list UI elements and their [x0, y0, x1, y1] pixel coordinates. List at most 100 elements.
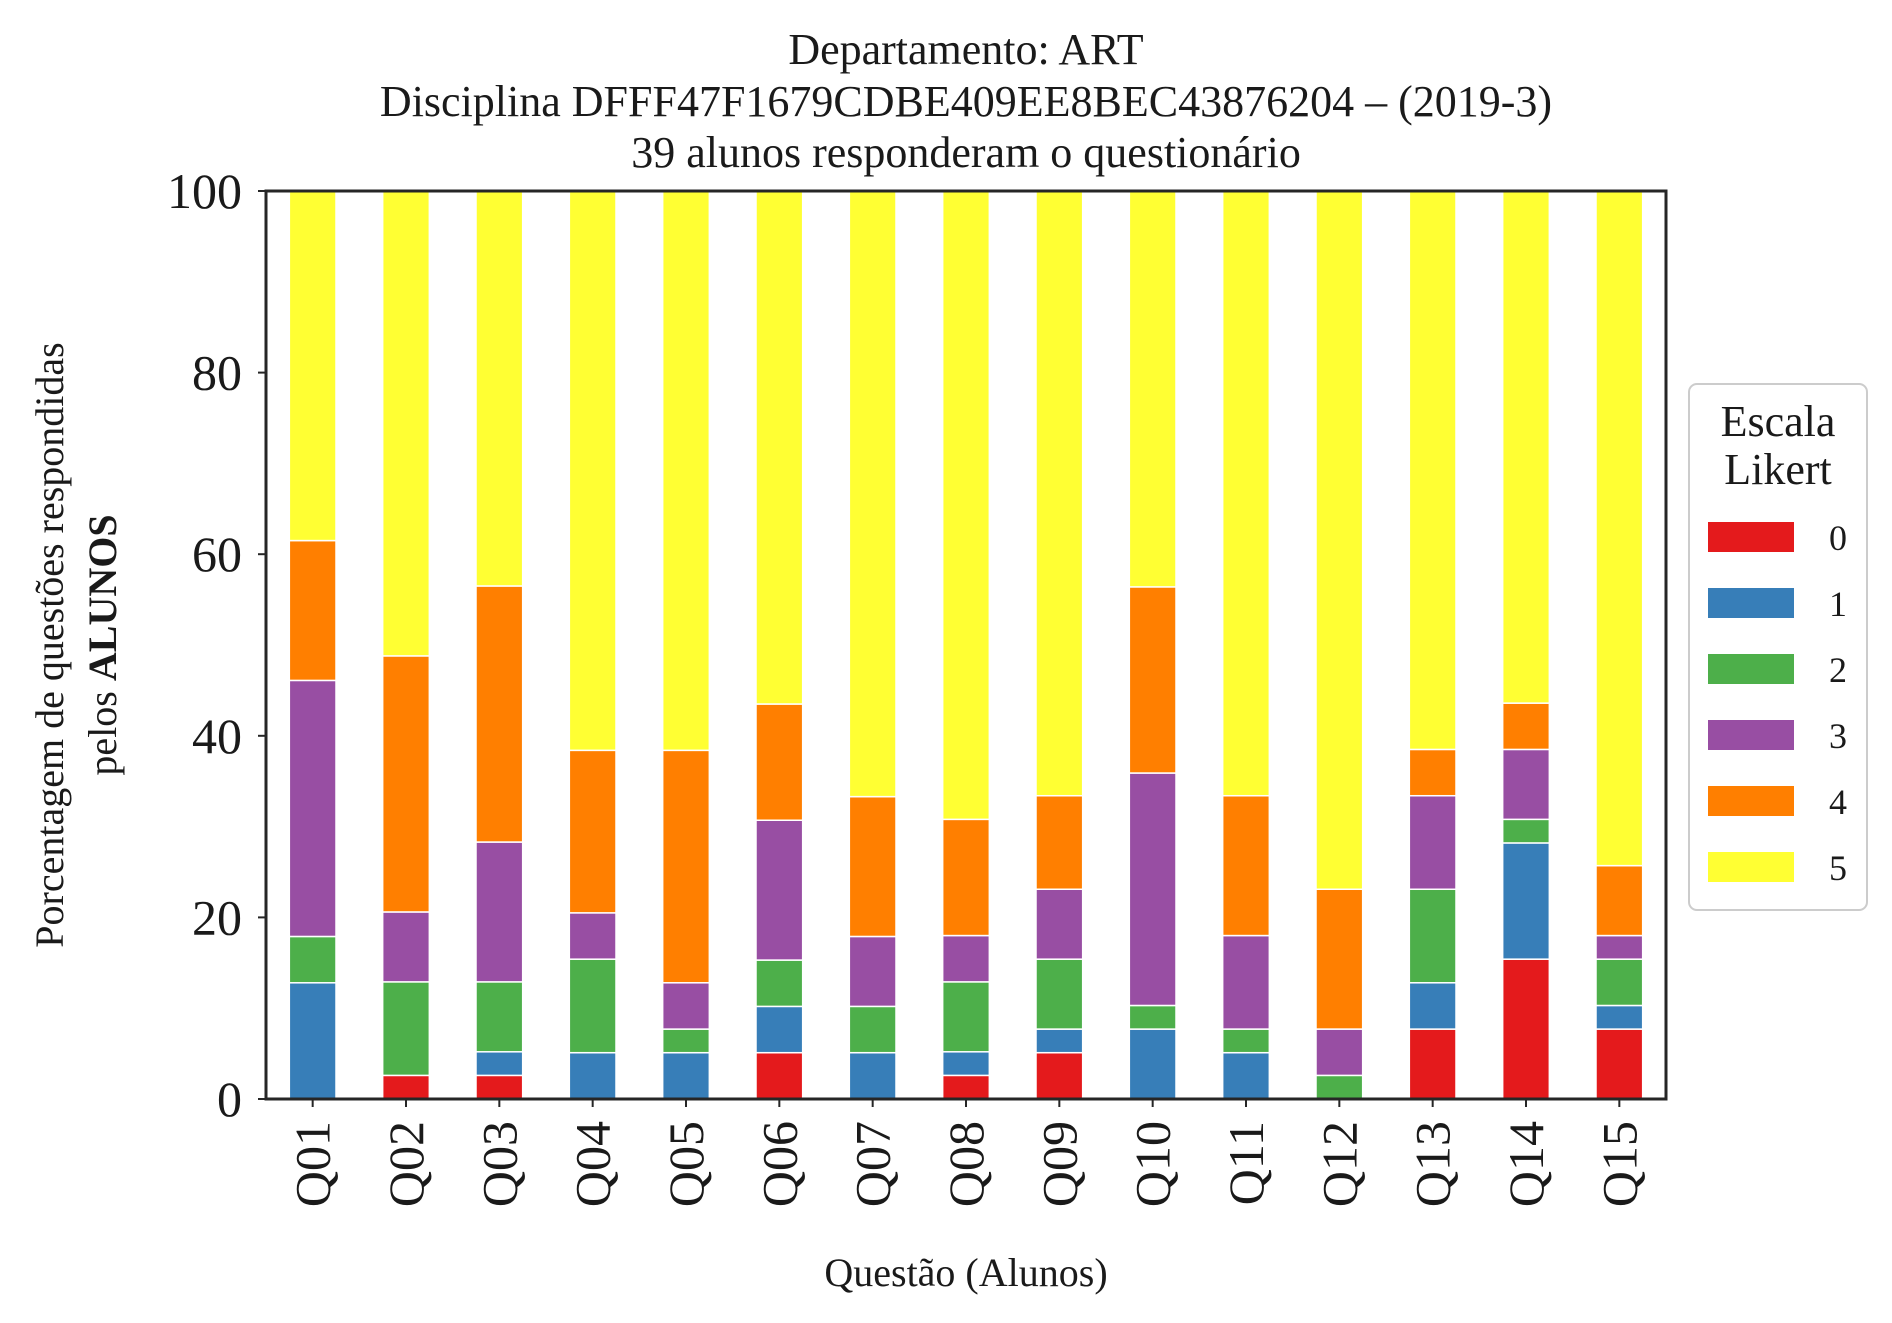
- bar-segment-q08-scale-3: [941, 934, 991, 983]
- x-tick-label-q10: Q10: [1125, 1121, 1181, 1207]
- bar-segment-q03-scale-0: [475, 1074, 524, 1100]
- bar-segment-q10-scale-1: [1128, 1028, 1177, 1100]
- bar-segment-q04-scale-1: [568, 1051, 617, 1100]
- bar-segment-q07-scale-3: [848, 935, 897, 1008]
- y-axis-label-prefix: pelos: [80, 681, 125, 775]
- x-axis-ticks: Q01 Q02 Q03 Q04 Q05 Q06 Q07 Q08 Q09 Q10 Q11 Q12 Q13 Q…: [285, 1099, 1647, 1207]
- bar-segment-q01-scale-2: [288, 935, 337, 984]
- bar-segment-q11-scale-1: [1221, 1051, 1271, 1100]
- bar-segment-q02-scale-5: [381, 190, 431, 657]
- bar-segment-q08-scale-2: [941, 981, 991, 1053]
- bar-segment-q13-scale-5: [1408, 190, 1457, 751]
- bar-segment-q03-scale-4: [475, 585, 524, 843]
- x-tick-label-q11: Q11: [1218, 1121, 1274, 1205]
- bar-segment-q10-scale-4: [1128, 586, 1177, 774]
- bar-segment-q14-scale-0: [1501, 958, 1551, 1100]
- bar-segment-q08-scale-0: [941, 1074, 991, 1100]
- y-tick-label-20: 20: [192, 889, 242, 945]
- bar-segment-q02-scale-4: [381, 655, 431, 913]
- bar-segment-q02-scale-3: [381, 911, 431, 983]
- bar-segment-q07-scale-5: [848, 190, 897, 798]
- legend-box: [1688, 383, 1868, 911]
- bar-segment-q15-scale-0: [1595, 1028, 1644, 1100]
- legend-title-line-1: Escala: [1721, 397, 1836, 446]
- bar-segment-q02-scale-2: [381, 981, 431, 1077]
- x-tick-label-q03: Q03: [471, 1121, 527, 1207]
- bar-segment-q10-scale-5: [1128, 190, 1177, 588]
- legend-label-1: 1: [1829, 584, 1847, 624]
- legend-label-5: 5: [1829, 848, 1847, 888]
- bar-segment-q15-scale-2: [1595, 958, 1644, 1007]
- bar-segment-q07-scale-1: [848, 1051, 897, 1100]
- bar-segment-q03-scale-2: [475, 981, 524, 1053]
- y-axis-label-line-1: Porcentagem de questões respondidas: [27, 342, 72, 947]
- x-tick-label-q04: Q04: [565, 1121, 621, 1207]
- legend-swatch-3: [1708, 720, 1794, 750]
- bar-segment-q09-scale-3: [1035, 888, 1084, 960]
- legend-swatch-2: [1708, 654, 1794, 684]
- bar-segment-q09-scale-0: [1035, 1051, 1084, 1100]
- legend-label-3: 3: [1829, 716, 1847, 756]
- bar-segment-q14-scale-5: [1501, 190, 1551, 704]
- bar-segment-q04-scale-5: [568, 190, 617, 752]
- x-axis-label: Questão (Alunos): [824, 1250, 1107, 1295]
- bar-segment-q05-scale-3: [661, 982, 711, 1030]
- bar-segment-q15-scale-4: [1595, 864, 1644, 937]
- bar-segment-q05-scale-4: [661, 749, 711, 984]
- bar-segment-q11-scale-2: [1221, 1028, 1271, 1054]
- bar-segment-q03-scale-5: [475, 190, 524, 587]
- bar-segment-q14-scale-4: [1501, 702, 1551, 751]
- bar-segment-q09-scale-1: [1035, 1028, 1084, 1054]
- legend-swatch-1: [1708, 588, 1794, 618]
- bar-segment-q11-scale-3: [1221, 934, 1271, 1030]
- bar-segment-q13-scale-0: [1408, 1028, 1457, 1100]
- bar-segment-q10-scale-3: [1128, 772, 1177, 1007]
- bar-segment-q04-scale-4: [568, 749, 617, 914]
- bar-segment-q06-scale-5: [755, 190, 804, 705]
- bar-segment-q12-scale-2: [1315, 1074, 1364, 1100]
- x-tick-label-q08: Q08: [938, 1121, 994, 1207]
- bar-segment-q07-scale-4: [848, 795, 897, 938]
- bar-segment-q09-scale-2: [1035, 958, 1084, 1030]
- bar-segment-q11-scale-5: [1221, 190, 1271, 797]
- bar-segment-q15-scale-3: [1595, 934, 1644, 960]
- x-tick-label-q01: Q01: [285, 1121, 341, 1207]
- bar-segment-q01-scale-5: [288, 190, 337, 542]
- bar-segment-q05-scale-5: [661, 190, 711, 752]
- bar-segment-q05-scale-2: [661, 1028, 711, 1054]
- bar-segment-q11-scale-4: [1221, 794, 1271, 937]
- bar-segment-q04-scale-3: [568, 912, 617, 960]
- y-axis-ticks: 0 20 40 60 80 100: [167, 163, 266, 1127]
- legend-swatch-4: [1708, 786, 1794, 816]
- bar-segment-q01-scale-4: [288, 539, 337, 682]
- bar-segment-q06-scale-0: [755, 1051, 804, 1100]
- bar-segment-q08-scale-5: [941, 190, 991, 821]
- legend-title-line-2: Likert: [1724, 445, 1832, 494]
- bar-segment-q06-scale-2: [755, 959, 804, 1008]
- legend-label-2: 2: [1829, 650, 1847, 690]
- bar-segment-q14-scale-2: [1501, 818, 1551, 844]
- chart-title-line-1: Departamento: ART: [788, 25, 1143, 74]
- legend-items: 0 1 2 3 4 5: [1708, 518, 1847, 888]
- legend-label-0: 0: [1829, 518, 1847, 558]
- bar-segment-q01-scale-3: [288, 679, 337, 938]
- x-tick-label-q07: Q07: [845, 1121, 901, 1207]
- y-tick-label-100: 100: [167, 163, 242, 219]
- bar-segment-q06-scale-1: [755, 1005, 804, 1054]
- x-tick-label-q14: Q14: [1498, 1121, 1554, 1207]
- bar-segment-q03-scale-1: [475, 1051, 524, 1077]
- x-tick-label-q13: Q13: [1405, 1121, 1461, 1207]
- x-tick-label-q09: Q09: [1031, 1121, 1087, 1207]
- x-tick-label-q02: Q02: [378, 1121, 434, 1207]
- bar-segment-q04-scale-2: [568, 958, 617, 1054]
- bar-segment-q14-scale-1: [1501, 842, 1551, 960]
- chart-title-line-2: Disciplina DFFF47F1679CDBE409EE8BEC43876…: [380, 77, 1552, 126]
- bar-segment-q06-scale-3: [755, 819, 804, 961]
- y-axis-label-bold: ALUNOS: [80, 514, 125, 681]
- bar-segment-q05-scale-1: [661, 1051, 711, 1100]
- legend-swatch-5: [1708, 852, 1794, 882]
- y-tick-label-60: 60: [192, 526, 242, 582]
- bar-segment-q13-scale-3: [1408, 794, 1457, 890]
- bar-segment-q12-scale-3: [1315, 1028, 1364, 1077]
